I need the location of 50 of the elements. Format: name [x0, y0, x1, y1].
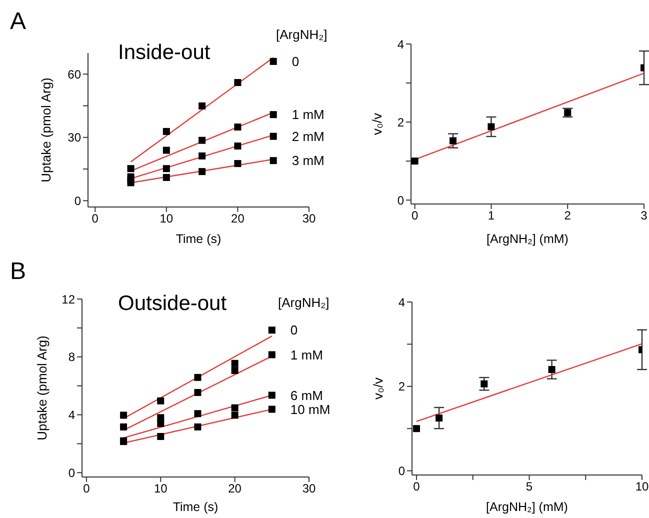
- y-tick-label: 2: [398, 380, 406, 394]
- legend-title: [ArgNH₂]: [276, 27, 328, 42]
- y-tick-label: 60: [68, 67, 82, 82]
- x-tick-label: 5: [526, 480, 533, 494]
- series-label: 2 mM: [292, 128, 324, 144]
- text: B: [10, 258, 26, 285]
- x-tick-label: 20: [231, 212, 245, 226]
- x-axis-title: [ArgNH₂] (mM): [486, 232, 568, 246]
- chart-title: Outside-out: [118, 292, 227, 315]
- x-tick-label: 20: [228, 482, 242, 496]
- chart-title: Inside-out: [118, 41, 210, 64]
- x-tick-label: 10: [635, 480, 649, 494]
- series-label: 3 mM: [292, 153, 324, 168]
- series-label: 6 mM: [290, 388, 323, 403]
- x-axis-title: Time (s): [176, 232, 222, 246]
- x-tick-label: 10: [154, 482, 168, 496]
- y-tick-label: 8: [68, 350, 76, 364]
- x-tick-label: 2: [564, 208, 572, 223]
- text: A: [10, 8, 26, 35]
- x-axis-title: Time (s): [172, 500, 218, 514]
- y-tick-label: 0: [397, 193, 404, 208]
- y-tick-label: 30: [68, 130, 82, 145]
- y-axis-title: Uptake (pmol Arg): [38, 78, 54, 182]
- x-tick-label: 0: [92, 212, 99, 226]
- series-label: 0: [292, 54, 300, 69]
- x-tick-label: 1: [488, 208, 495, 223]
- y-tick-label: 4: [397, 37, 404, 52]
- y-axis-title: Uptake (pmol Arg): [34, 336, 50, 440]
- y-axis-title: v₀/v: [370, 112, 385, 136]
- y-tick-label: 0: [68, 466, 76, 480]
- y-axis-title: v₀/v: [370, 377, 386, 400]
- y-tick-label: 4: [68, 408, 76, 422]
- x-tick-label: 10: [160, 212, 174, 226]
- x-axis-title: [ArgNH₂] (mM): [486, 500, 568, 514]
- x-tick-label: 0: [413, 480, 420, 494]
- y-tick-label: 4: [398, 295, 406, 310]
- y-tick-label: 0: [398, 464, 406, 478]
- series-label: 1 mM: [290, 347, 323, 362]
- series-label: 1 mM: [292, 107, 324, 122]
- series-label: 0: [290, 322, 298, 338]
- x-tick-label: 3: [640, 208, 648, 223]
- legend-title: [ArgNH₂]: [278, 295, 330, 310]
- series-label: 10 mM: [290, 402, 330, 417]
- y-tick-label: 2: [397, 115, 404, 130]
- x-tick-label: 30: [302, 212, 316, 226]
- y-tick-label: 12: [62, 292, 76, 306]
- x-tick-label: 0: [411, 208, 418, 223]
- y-tick-label: 0: [74, 194, 82, 208]
- x-tick-label: 0: [83, 482, 90, 496]
- x-tick-label: 30: [302, 482, 316, 496]
